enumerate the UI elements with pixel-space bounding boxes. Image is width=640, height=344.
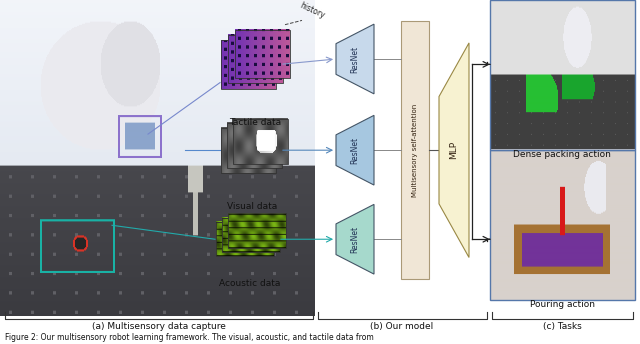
FancyBboxPatch shape xyxy=(401,21,429,279)
Bar xyxy=(216,222,274,256)
Text: MLP: MLP xyxy=(449,141,458,159)
Bar xyxy=(490,150,635,300)
Bar xyxy=(490,0,635,150)
Text: Acoustic data: Acoustic data xyxy=(220,279,281,288)
Text: Pouring action: Pouring action xyxy=(529,300,595,309)
Bar xyxy=(228,214,286,248)
Text: ResNet: ResNet xyxy=(351,45,360,73)
Text: ResNet: ResNet xyxy=(351,137,360,164)
Polygon shape xyxy=(336,115,374,185)
Bar xyxy=(221,40,275,88)
Text: (c) Tasks: (c) Tasks xyxy=(543,322,581,331)
Text: Tactile data: Tactile data xyxy=(229,118,281,127)
Polygon shape xyxy=(336,24,374,94)
Text: Multisensory self-attention: Multisensory self-attention xyxy=(412,104,418,197)
Text: (b) Our model: (b) Our model xyxy=(371,322,434,331)
Text: history: history xyxy=(298,1,326,20)
Text: Figure 2: Our multisensory robot learning framework. The visual, acoustic, and t: Figure 2: Our multisensory robot learnin… xyxy=(5,333,374,342)
Text: ResNet: ResNet xyxy=(351,226,360,253)
Text: Dense packing action: Dense packing action xyxy=(513,150,611,159)
Text: (a) Multisensory data capture: (a) Multisensory data capture xyxy=(92,322,226,331)
Bar xyxy=(227,35,282,83)
Text: Visual data: Visual data xyxy=(227,202,277,211)
Bar xyxy=(232,119,287,164)
Bar xyxy=(222,218,280,252)
Bar xyxy=(221,128,275,173)
Bar xyxy=(234,30,289,78)
Polygon shape xyxy=(336,204,374,274)
Bar xyxy=(227,123,282,169)
Polygon shape xyxy=(439,43,469,257)
